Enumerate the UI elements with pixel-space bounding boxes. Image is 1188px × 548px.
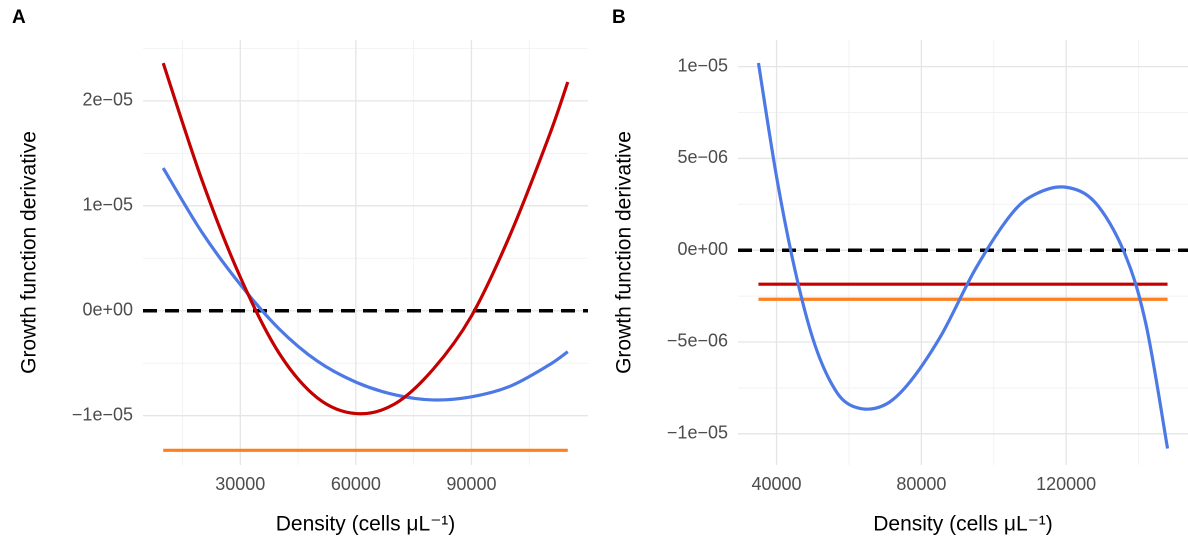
- y-tick-label: 5e−06: [677, 147, 728, 167]
- panel-label: B: [612, 7, 626, 28]
- x-tick-label: 30000: [215, 474, 265, 494]
- line: [161, 62, 570, 416]
- y-tick-label: 1e−05: [82, 195, 133, 215]
- y-tick-label: 1e−05: [677, 55, 728, 75]
- x-tick-label: 60000: [331, 474, 381, 494]
- x-tick-label: 40000: [752, 474, 802, 494]
- line: [756, 62, 1170, 449]
- line: [161, 167, 569, 402]
- y-tick-label: −1e−05: [667, 423, 728, 443]
- x-tick-label: 90000: [446, 474, 496, 494]
- y-axis-title: Growth function derivative: [18, 131, 41, 374]
- x-axis-title: Density (cells μL⁻¹): [276, 513, 456, 536]
- y-tick-label: −5e−06: [667, 331, 728, 351]
- y-tick-label: 2e−05: [82, 90, 133, 110]
- x-axis-title: Density (cells μL⁻¹): [873, 513, 1053, 536]
- y-tick-label: −1e−05: [72, 404, 133, 424]
- x-tick-label: 80000: [896, 474, 946, 494]
- panel-label: A: [12, 7, 26, 28]
- y-tick-label: 0e+00: [677, 239, 728, 259]
- x-tick-label: 120000: [1036, 474, 1096, 494]
- y-tick-label: 0e+00: [82, 299, 133, 319]
- y-axis-title: Growth function derivative: [613, 131, 636, 374]
